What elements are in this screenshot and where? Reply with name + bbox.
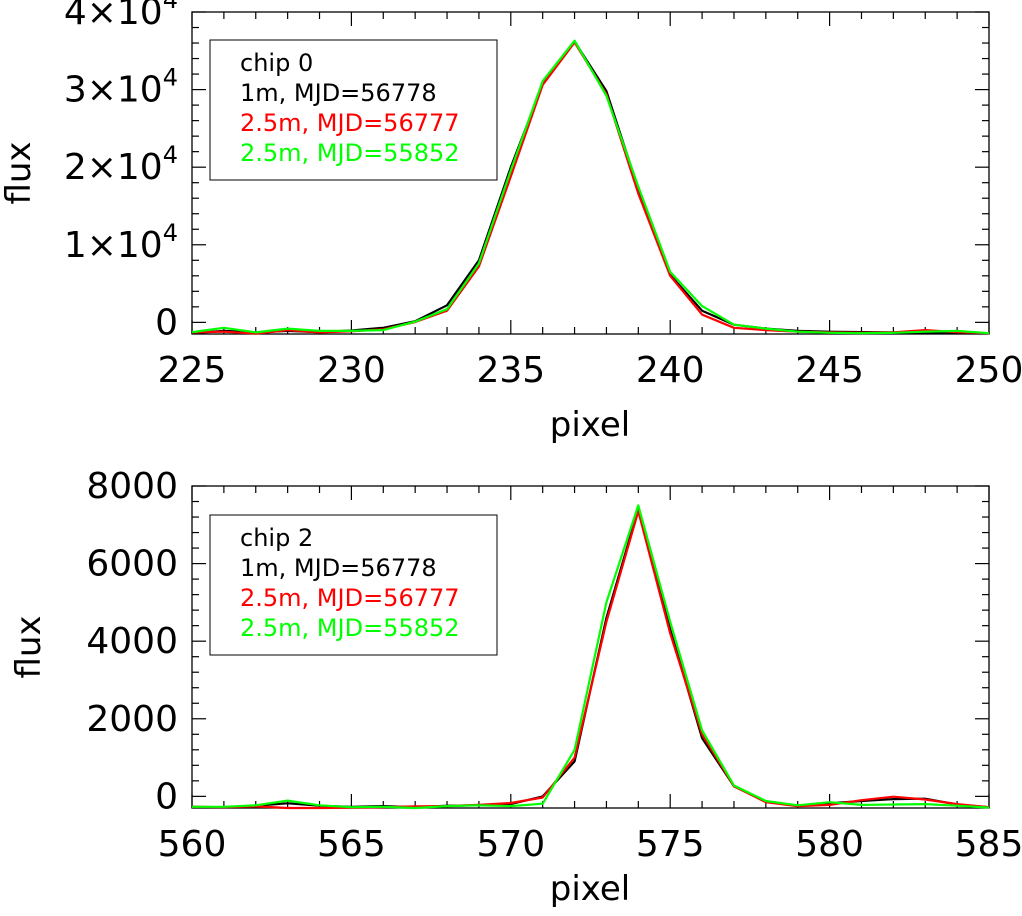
y-tick-label: 3×104 (64, 64, 178, 111)
legend-entry: 2.5m, MJD=56777 (240, 584, 460, 612)
legend-entry: 2.5m, MJD=55852 (240, 139, 460, 167)
legend-title: chip 0 (240, 49, 313, 77)
chart-panel-chip-0: 225 230 235 240 245 250 0 1×104 2×104 3×… (0, 0, 1022, 445)
legend: chip 0 1m, MJD=56778 2.5m, MJD=56777 2.5… (209, 39, 498, 181)
y-tick-label: 4000 (86, 621, 178, 662)
x-tick-label: 245 (795, 350, 864, 391)
legend-entry: 2.5m, MJD=56777 (240, 109, 460, 137)
x-axis-label: pixel (550, 869, 630, 909)
x-tick-label: 575 (636, 824, 705, 865)
plot-frame (191, 485, 990, 809)
y-tick-label: 6000 (86, 544, 178, 585)
x-tick-label: 240 (636, 350, 705, 391)
y-tick-label: 2000 (86, 699, 178, 740)
x-axis-label: pixel (550, 405, 630, 445)
y-axis-label: flux (9, 615, 49, 678)
x-tick-label: 585 (955, 824, 1022, 865)
legend-title: chip 2 (240, 524, 313, 552)
y-axis-label: flux (0, 141, 39, 204)
y-tick-label: 8000 (86, 466, 178, 507)
series-lines (191, 504, 990, 810)
series-line-2.5m-55852 (192, 504, 990, 810)
legend-entry: 1m, MJD=56778 (240, 554, 437, 582)
series-lines (191, 39, 990, 335)
chart-panel-chip-2: 560 565 570 575 580 585 0 2000 4000 6000… (9, 466, 1022, 909)
y-tick-label: 0 (155, 776, 178, 817)
y-tick-labels: 0 2000 4000 6000 8000 (86, 466, 178, 817)
y-tick-label: 4×104 (64, 0, 178, 33)
x-tick-label: 250 (955, 350, 1022, 391)
x-tick-labels: 560 565 570 575 580 585 (158, 824, 1022, 865)
legend-entry: 1m, MJD=56778 (240, 79, 437, 107)
y-tick-labels: 0 1×104 2×104 3×104 4×104 (64, 0, 178, 343)
y-tick-label: 2×104 (64, 141, 178, 188)
x-tick-label: 580 (795, 824, 864, 865)
y-tick-label: 0 (155, 302, 178, 343)
legend-box (209, 514, 498, 656)
legend-box (209, 39, 498, 181)
x-tick-label: 560 (158, 824, 227, 865)
x-tick-labels: 225 230 235 240 245 250 (158, 350, 1022, 391)
x-tick-label: 565 (317, 824, 386, 865)
x-tick-label: 230 (317, 350, 386, 391)
series-line-2.5m-55852 (191, 39, 990, 335)
y-tick-label: 1×104 (64, 219, 178, 266)
plot-frame (191, 11, 990, 335)
series-line-2.5m-56777 (191, 510, 990, 810)
x-tick-label: 570 (476, 824, 545, 865)
x-tick-label: 235 (476, 350, 545, 391)
legend: chip 2 1m, MJD=56778 2.5m, MJD=56777 2.5… (209, 514, 498, 656)
legend-entry: 2.5m, MJD=55852 (240, 614, 460, 642)
x-tick-label: 225 (158, 350, 227, 391)
